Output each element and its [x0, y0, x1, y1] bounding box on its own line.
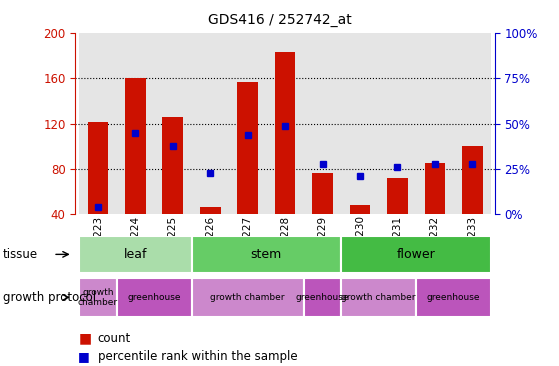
Bar	[79, 33, 117, 214]
Bar	[304, 278, 341, 317]
Bar	[387, 178, 408, 214]
Text: greenhouse: greenhouse	[296, 293, 349, 302]
Text: ■: ■	[78, 332, 91, 346]
Bar	[238, 82, 258, 214]
Text: growth chamber: growth chamber	[342, 293, 416, 302]
Bar	[416, 33, 453, 214]
Bar	[79, 278, 117, 317]
Text: tissue: tissue	[3, 248, 38, 261]
Bar	[125, 78, 146, 214]
Text: growth
chamber: growth chamber	[78, 288, 118, 307]
Bar	[304, 33, 341, 214]
Bar	[79, 236, 192, 273]
Bar	[312, 173, 333, 214]
Text: greenhouse: greenhouse	[427, 293, 480, 302]
Bar	[117, 33, 154, 214]
Bar	[200, 207, 220, 214]
Text: ■: ■	[78, 350, 90, 363]
Text: greenhouse: greenhouse	[127, 293, 181, 302]
Text: stem: stem	[251, 248, 282, 261]
Bar	[229, 33, 267, 214]
Bar	[163, 117, 183, 214]
Bar	[341, 278, 416, 317]
Bar	[462, 146, 482, 214]
Bar	[341, 236, 491, 273]
Bar	[192, 236, 341, 273]
Bar	[453, 33, 491, 214]
Bar	[416, 278, 491, 317]
Bar	[378, 33, 416, 214]
Text: growth protocol: growth protocol	[3, 291, 96, 304]
Bar	[350, 205, 370, 214]
Bar	[275, 52, 295, 214]
Bar	[154, 33, 192, 214]
Text: growth chamber: growth chamber	[210, 293, 285, 302]
Text: GDS416 / 252742_at: GDS416 / 252742_at	[207, 13, 352, 27]
Bar	[117, 278, 192, 317]
Text: count: count	[98, 332, 131, 345]
Bar	[341, 33, 378, 214]
Bar	[424, 163, 445, 214]
Bar	[192, 33, 229, 214]
Text: leaf: leaf	[124, 248, 147, 261]
Bar	[88, 122, 108, 214]
Text: flower: flower	[397, 248, 435, 261]
Text: percentile rank within the sample: percentile rank within the sample	[98, 350, 297, 363]
Bar	[267, 33, 304, 214]
Bar	[192, 278, 304, 317]
